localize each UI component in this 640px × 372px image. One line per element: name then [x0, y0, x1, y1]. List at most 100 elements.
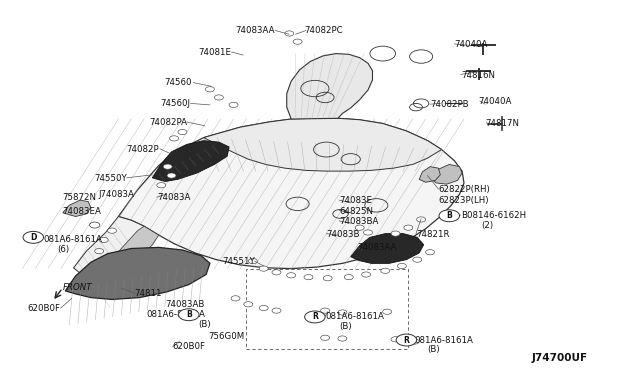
Circle shape [157, 183, 166, 188]
Text: J74700UF: J74700UF [531, 353, 588, 363]
Text: 74083AA: 74083AA [236, 26, 275, 35]
Text: (2): (2) [481, 221, 493, 230]
Circle shape [323, 276, 332, 281]
Polygon shape [63, 200, 91, 217]
Circle shape [167, 173, 176, 178]
Circle shape [287, 273, 296, 278]
Text: D: D [30, 233, 36, 242]
Circle shape [205, 87, 214, 92]
Circle shape [413, 257, 422, 262]
Text: R: R [403, 336, 410, 344]
Text: 620B0F: 620B0F [28, 304, 61, 312]
Circle shape [170, 136, 179, 141]
Circle shape [391, 231, 400, 236]
Text: 74083A: 74083A [157, 193, 190, 202]
Polygon shape [204, 118, 442, 171]
Text: 74816N: 74816N [461, 71, 495, 80]
Text: 74081E: 74081E [198, 48, 232, 57]
Circle shape [23, 231, 44, 243]
Text: FRONT: FRONT [63, 283, 92, 292]
Polygon shape [65, 247, 210, 299]
Text: (6): (6) [58, 245, 70, 254]
Polygon shape [430, 164, 462, 184]
Circle shape [383, 309, 392, 314]
Circle shape [178, 129, 187, 135]
Text: 74040A: 74040A [479, 97, 512, 106]
Circle shape [396, 334, 417, 346]
Circle shape [355, 225, 364, 230]
Circle shape [305, 311, 325, 323]
Text: 74083AB: 74083AB [165, 300, 205, 309]
Circle shape [272, 270, 281, 275]
Text: R: R [312, 312, 318, 321]
Circle shape [214, 95, 223, 100]
Circle shape [404, 225, 413, 230]
Text: 081A6-8161A: 081A6-8161A [146, 310, 205, 319]
Text: 74082P: 74082P [126, 145, 159, 154]
Text: 74083AA: 74083AA [357, 243, 397, 252]
Text: 62822P(RH): 62822P(RH) [438, 185, 490, 194]
Circle shape [231, 296, 240, 301]
Text: 62823P(LH): 62823P(LH) [438, 196, 489, 205]
Circle shape [417, 217, 426, 222]
Circle shape [163, 164, 172, 169]
Text: 74083BA: 74083BA [339, 217, 379, 226]
Text: J74083A: J74083A [99, 190, 134, 199]
Text: (B): (B) [339, 322, 352, 331]
Circle shape [321, 335, 330, 340]
Circle shape [244, 302, 253, 307]
Circle shape [381, 268, 390, 273]
Text: 081A6-8161A: 081A6-8161A [415, 336, 474, 344]
Text: 74817N: 74817N [485, 119, 519, 128]
Text: 75872N: 75872N [63, 193, 97, 202]
Circle shape [338, 336, 347, 341]
Polygon shape [287, 54, 372, 119]
Polygon shape [152, 141, 229, 182]
Circle shape [259, 305, 268, 311]
Text: (B): (B) [428, 345, 440, 354]
Text: 74551Y: 74551Y [222, 257, 255, 266]
Polygon shape [101, 226, 159, 278]
Circle shape [410, 339, 419, 344]
Text: 74082PB: 74082PB [430, 100, 468, 109]
Text: B: B [447, 211, 452, 220]
Circle shape [397, 263, 406, 269]
Text: 756G0M: 756G0M [209, 332, 245, 341]
Circle shape [108, 228, 116, 233]
Circle shape [99, 237, 108, 243]
Circle shape [364, 230, 372, 235]
Text: 64825N: 64825N [339, 207, 373, 216]
Circle shape [259, 266, 268, 271]
Circle shape [272, 308, 281, 313]
Circle shape [90, 222, 100, 228]
Text: 74811: 74811 [134, 289, 162, 298]
Polygon shape [74, 217, 144, 278]
Polygon shape [419, 167, 440, 182]
Circle shape [426, 250, 435, 255]
Polygon shape [118, 118, 464, 269]
Text: 74550Y: 74550Y [94, 174, 127, 183]
Text: 74040A: 74040A [454, 40, 488, 49]
Text: 74560J: 74560J [161, 99, 191, 108]
Circle shape [344, 275, 353, 280]
Text: 081A6-8161A: 081A6-8161A [44, 235, 102, 244]
Circle shape [304, 275, 313, 280]
Text: 74083EA: 74083EA [63, 207, 102, 216]
Circle shape [229, 102, 238, 108]
Text: 74082PA: 74082PA [149, 118, 187, 126]
Text: (B): (B) [198, 320, 211, 329]
Circle shape [362, 272, 371, 277]
Circle shape [439, 210, 460, 222]
Text: 74083B: 74083B [326, 230, 360, 239]
Text: 74082PC: 74082PC [304, 26, 342, 35]
Text: 74821R: 74821R [416, 230, 449, 239]
Polygon shape [351, 234, 424, 263]
Circle shape [95, 248, 104, 254]
Circle shape [179, 309, 199, 321]
Circle shape [293, 39, 302, 44]
Text: 74083E: 74083E [339, 196, 372, 205]
Circle shape [285, 31, 294, 36]
Text: B: B [186, 310, 191, 319]
Text: 081A6-8161A: 081A6-8161A [325, 312, 384, 321]
Circle shape [391, 337, 400, 342]
